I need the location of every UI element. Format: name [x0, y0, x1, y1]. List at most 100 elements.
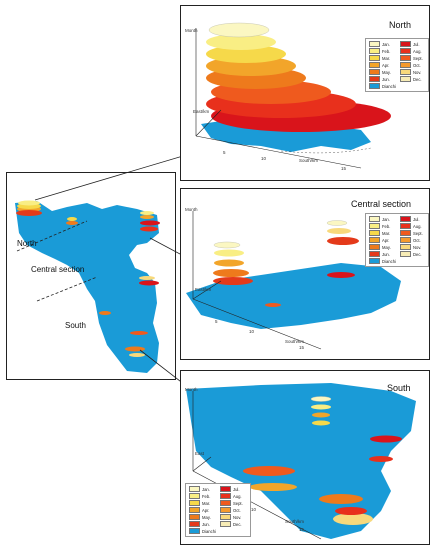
legend-swatch [219, 521, 231, 527]
legend-item: Jun. [189, 521, 216, 527]
legend-swatch [189, 528, 200, 534]
north-panel: North Month East/km South/km 5 10 15 Jan… [180, 5, 430, 181]
central-axis-east: East/km [195, 287, 212, 292]
legend-item: Nov. [399, 69, 425, 75]
central-tick-2: 10 [249, 329, 255, 334]
legend-item: Jan. [369, 41, 396, 47]
legend-item: Sept. [399, 230, 425, 236]
legend-swatch [369, 258, 380, 264]
overview-label-north: North [17, 239, 37, 248]
legend-item: Nov. [219, 514, 247, 520]
legend-swatch [369, 251, 380, 257]
central-legend: Jan. Jul. Feb. Aug. Mar. Sept. Apr. Oct.… [365, 213, 429, 267]
overview-lake [15, 201, 159, 373]
legend-item: Jan. [369, 216, 396, 222]
legend-item: Dianchi [189, 528, 216, 534]
legend-swatch [219, 493, 231, 499]
legend-item: Feb. [369, 48, 396, 54]
legend-swatch [399, 237, 411, 243]
south-axis-month: Month [185, 387, 198, 392]
south-axis-east: East [195, 451, 205, 456]
legend-swatch [189, 507, 200, 513]
legend-swatch [369, 48, 380, 54]
central-axis-south: South/km [285, 339, 305, 344]
legend-item: Dec. [399, 76, 425, 82]
overview-map [15, 200, 160, 373]
legend-item: Mar. [369, 230, 396, 236]
legend-item: May. [369, 69, 396, 75]
legend-item: Jul. [219, 486, 247, 492]
central-tick-1: 5 [215, 319, 218, 324]
north-title: North [389, 20, 412, 30]
legend-item: Mar. [189, 500, 216, 506]
legend-swatch [369, 244, 380, 250]
legend-swatch [399, 48, 411, 54]
central-title: Central section [351, 199, 412, 209]
legend-swatch [189, 500, 200, 506]
legend-item: Mar. [369, 55, 396, 61]
legend-swatch [369, 83, 380, 89]
south-3d-plot [186, 383, 416, 540]
north-axis-south: South/km [299, 158, 319, 163]
legend-item: Aug. [399, 223, 425, 229]
south-legend: Jan. Jul. Feb. Aug. Mar. Sept. Apr. Oct.… [185, 483, 251, 537]
legend-swatch [399, 244, 411, 250]
legend-item: Aug. [399, 48, 425, 54]
north-axis-east: East/km [193, 109, 210, 114]
legend-swatch [399, 41, 411, 47]
central-3d-plot [186, 211, 401, 350]
legend-item: Dec. [399, 251, 425, 257]
legend-item: Feb. [369, 223, 396, 229]
legend-swatch [369, 62, 380, 68]
legend-swatch [399, 251, 411, 257]
legend-swatch [219, 486, 231, 492]
legend-swatch [399, 62, 411, 68]
legend-swatch [189, 521, 200, 527]
north-tick-2: 10 [261, 156, 267, 161]
central-axis-month: Month [185, 207, 198, 212]
legend-item: May. [189, 514, 216, 520]
central-panel: Central section Month East/km South/km 5… [180, 188, 430, 360]
central-tick-3: 15 [299, 345, 305, 350]
legend-item: Jun. [369, 76, 396, 82]
legend-item: Nov. [399, 244, 425, 250]
legend-item: Dianchi [369, 258, 396, 264]
north-3d-plot [195, 22, 391, 169]
overview-panel: North Central section South [6, 172, 176, 380]
legend-item: Aug. [219, 493, 247, 499]
legend-swatch [189, 514, 200, 520]
south-title: South [387, 383, 411, 393]
legend-swatch [399, 76, 411, 82]
legend-item: Apr. [369, 62, 396, 68]
legend-swatch [189, 493, 200, 499]
north-legend: Jan. Jul. Feb. Aug. Mar. Sept. Apr. Oct.… [365, 38, 429, 92]
legend-swatch [369, 237, 380, 243]
legend-swatch [369, 76, 380, 82]
legend-swatch [399, 223, 411, 229]
legend-item: Sept. [399, 55, 425, 61]
legend-item: Oct. [219, 507, 247, 513]
legend-item: May. [369, 244, 396, 250]
legend-swatch [219, 500, 231, 506]
legend-swatch [369, 230, 380, 236]
legend-item: Dianchi [369, 83, 396, 89]
legend-swatch [189, 486, 200, 492]
south-panel: South Month East South/km 5 10 15 Jan. J… [180, 370, 430, 545]
legend-swatch [369, 55, 380, 61]
legend-swatch [369, 41, 380, 47]
legend-swatch [399, 230, 411, 236]
legend-item: Jan. [189, 486, 216, 492]
legend-swatch [219, 514, 231, 520]
legend-item: Sept. [219, 500, 247, 506]
legend-swatch [219, 507, 231, 513]
legend-item: Apr. [369, 237, 396, 243]
legend-swatch [399, 216, 411, 222]
legend-item: Apr. [189, 507, 216, 513]
north-axis-month: Month [185, 28, 198, 33]
legend-item: Jul. [399, 216, 425, 222]
legend-item: Jun. [369, 251, 396, 257]
overview-label-south: South [65, 321, 86, 330]
legend-item: Oct. [399, 237, 425, 243]
south-tick-2: 10 [251, 507, 257, 512]
legend-item: Jul. [399, 41, 425, 47]
